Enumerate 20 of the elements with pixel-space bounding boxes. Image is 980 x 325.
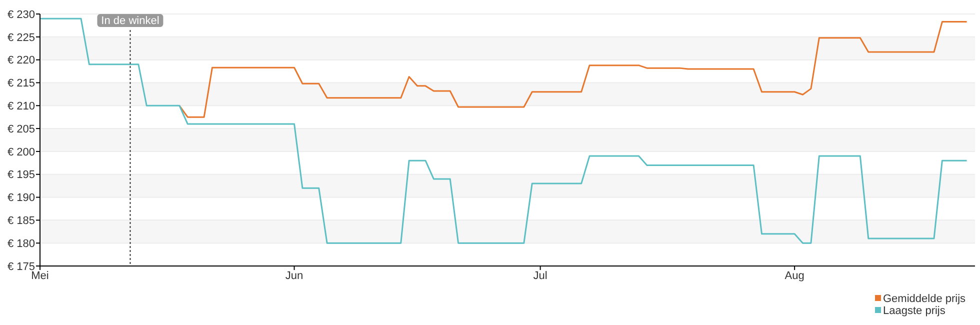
legend-label: Laagste prijs xyxy=(883,305,946,317)
y-tick-label: € 180 xyxy=(7,238,35,250)
y-tick-label: € 195 xyxy=(7,169,35,182)
y-tick-label: € 230 xyxy=(7,8,35,21)
x-tick-label: Jul xyxy=(533,270,548,282)
y-tick-label: € 225 xyxy=(7,32,35,44)
y-tick-label: € 220 xyxy=(7,54,35,67)
y-tick-label: € 200 xyxy=(7,146,35,158)
x-tick-label: Aug xyxy=(784,270,804,282)
x-tick-label: Jun xyxy=(285,270,304,282)
y-tick-label: € 205 xyxy=(7,123,35,136)
line-series xyxy=(39,18,968,244)
legend-label: Gemiddelde prijs xyxy=(883,293,966,305)
y-tick-label: € 190 xyxy=(7,192,35,204)
y-tick-label: € 215 xyxy=(7,78,35,90)
ref-line-label: In de winkel xyxy=(101,15,160,27)
y-tick-label: € 210 xyxy=(7,100,35,112)
y-tick-label: € 185 xyxy=(7,215,35,228)
x-tick-label: Mei xyxy=(31,270,49,282)
line-series xyxy=(178,21,968,118)
